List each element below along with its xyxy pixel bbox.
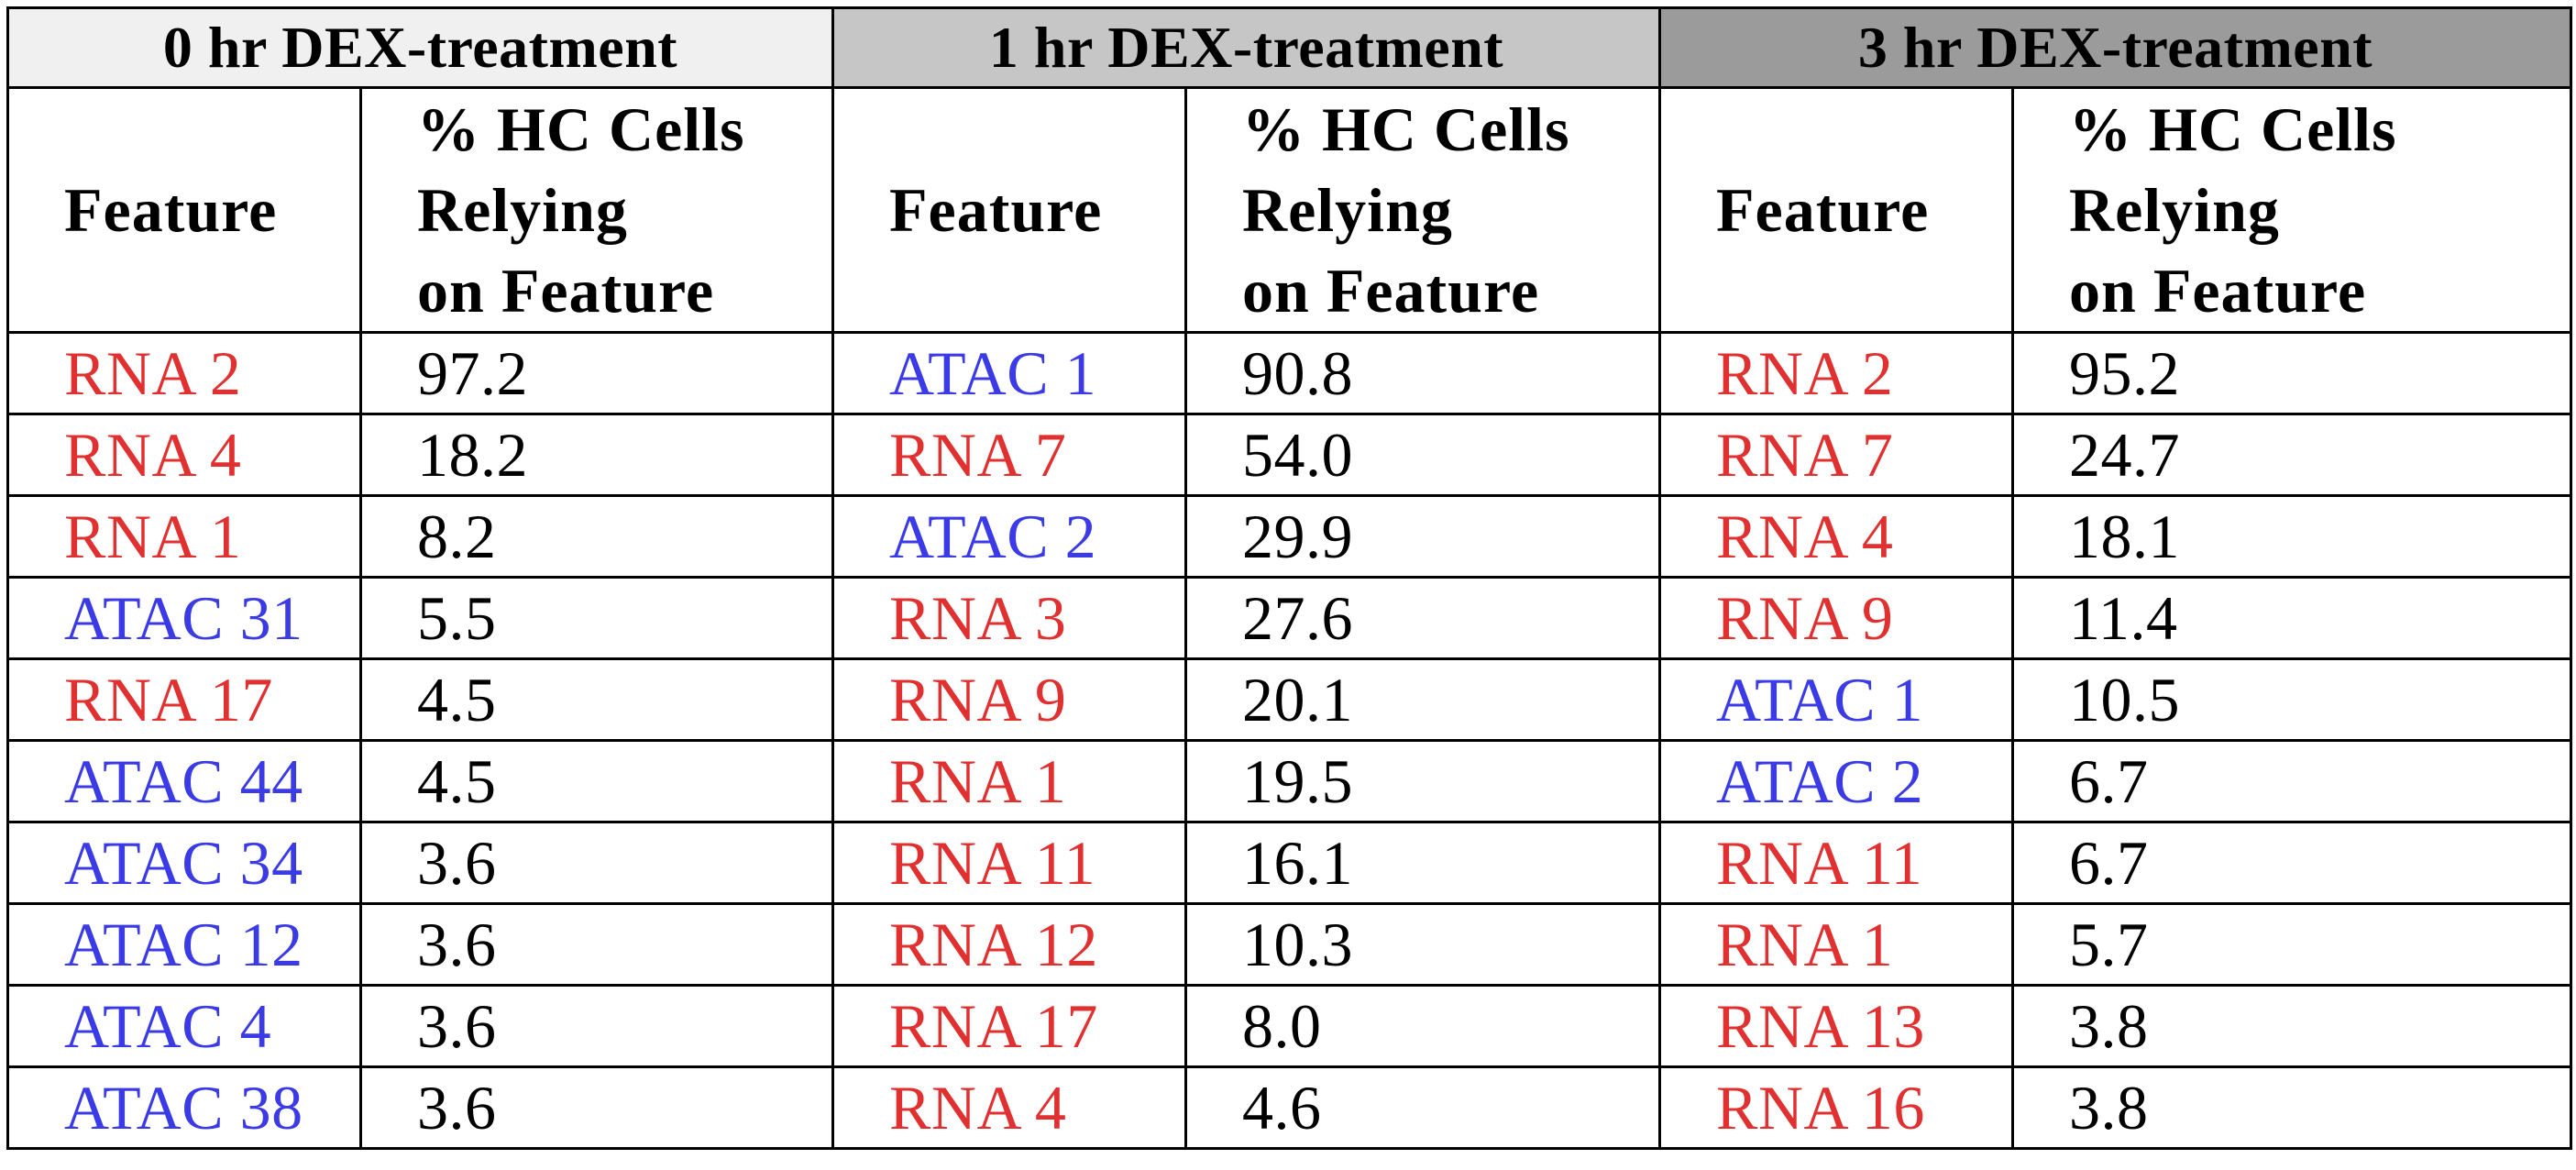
feature-table-container: 0 hr DEX-treatment 1 hr DEX-treatment 3 … [6, 6, 2572, 1150]
group-header-1hr: 1 hr DEX-treatment [831, 6, 1661, 89]
percent-value-cell: 8.2 [359, 494, 834, 579]
feature-cell: RNA 12 [831, 902, 1187, 987]
group-header-3hr: 3 hr DEX-treatment [1658, 6, 2572, 89]
percent-header-line: on Feature [2069, 256, 2367, 326]
percent-header-line: Relying [2069, 175, 2280, 245]
percent-value-cell: 3.6 [359, 984, 834, 1068]
percent-value-cell: 97.2 [359, 331, 834, 415]
feature-cell: RNA 1 [831, 739, 1187, 823]
table-row: ATAC 44 4.5 RNA 1 19.5 ATAC 2 6.7 [6, 739, 2572, 823]
feature-cell: RNA 9 [831, 657, 1187, 742]
percent-header-line: % HC Cells [1242, 94, 1570, 164]
percent-value-cell: 11.4 [2011, 576, 2572, 660]
percent-value-cell: 16.1 [1184, 821, 1661, 905]
table-row: RNA 2 97.2 ATAC 1 90.8 RNA 2 95.2 [6, 331, 2572, 415]
percent-value-cell: 3.8 [2011, 984, 2572, 1068]
group-header-0hr: 0 hr DEX-treatment [6, 6, 834, 89]
table-row: RNA 4 18.2 RNA 7 54.0 RNA 7 24.7 [6, 413, 2572, 497]
percent-value-cell: 54.0 [1184, 413, 1661, 497]
percent-value-cell: 90.8 [1184, 331, 1661, 415]
group-header-row: 0 hr DEX-treatment 1 hr DEX-treatment 3 … [6, 6, 2572, 89]
feature-cell: RNA 7 [831, 413, 1187, 497]
feature-cell: RNA 13 [1658, 984, 2014, 1068]
percent-value-cell: 3.6 [359, 1065, 834, 1150]
percent-value-cell: 5.5 [359, 576, 834, 660]
percent-header-line: on Feature [417, 256, 715, 326]
percent-value-cell: 5.7 [2011, 902, 2572, 987]
percent-value-cell: 95.2 [2011, 331, 2572, 415]
percent-header-line: % HC Cells [417, 94, 745, 164]
feature-cell: RNA 4 [6, 413, 362, 497]
table-row: ATAC 4 3.6 RNA 17 8.0 RNA 13 3.8 [6, 984, 2572, 1068]
feature-cell: ATAC 1 [831, 331, 1187, 415]
feature-cell: ATAC 44 [6, 739, 362, 823]
percent-value-cell: 10.5 [2011, 657, 2572, 742]
feature-cell: RNA 11 [1658, 821, 2014, 905]
percent-value-cell: 29.9 [1184, 494, 1661, 579]
feature-cell: RNA 4 [831, 1065, 1187, 1150]
percent-column-header: % HC Cells Relying on Feature [1184, 86, 1661, 334]
table-row: ATAC 12 3.6 RNA 12 10.3 RNA 1 5.7 [6, 902, 2572, 987]
percent-header-line: Relying [1242, 175, 1453, 245]
percent-column-header: % HC Cells Relying on Feature [2011, 86, 2572, 334]
feature-column-header: Feature [831, 86, 1187, 334]
percent-value-cell: 6.7 [2011, 739, 2572, 823]
percent-value-cell: 20.1 [1184, 657, 1661, 742]
feature-cell: RNA 3 [831, 576, 1187, 660]
percent-value-cell: 3.8 [2011, 1065, 2572, 1150]
table-row: ATAC 38 3.6 RNA 4 4.6 RNA 16 3.8 [6, 1065, 2572, 1150]
feature-cell: RNA 17 [6, 657, 362, 742]
feature-cell: RNA 2 [1658, 331, 2014, 415]
percent-value-cell: 27.6 [1184, 576, 1661, 660]
feature-cell: RNA 1 [6, 494, 362, 579]
percent-value-cell: 18.2 [359, 413, 834, 497]
feature-cell: RNA 16 [1658, 1065, 2014, 1150]
table-body: RNA 2 97.2 ATAC 1 90.8 RNA 2 95.2 RNA 4 18.2 RNA… [6, 331, 2572, 1150]
percent-value-cell: 10.3 [1184, 902, 1661, 987]
feature-cell: ATAC 12 [6, 902, 362, 987]
feature-cell: ATAC 38 [6, 1065, 362, 1150]
feature-cell: ATAC 34 [6, 821, 362, 905]
feature-cell: RNA 2 [6, 331, 362, 415]
table-row: ATAC 31 5.5 RNA 3 27.6 RNA 9 11.4 [6, 576, 2572, 660]
table-row: RNA 17 4.5 RNA 9 20.1 ATAC 1 10.5 [6, 657, 2572, 742]
percent-header-line: % HC Cells [2069, 94, 2397, 164]
percent-value-cell: 4.6 [1184, 1065, 1661, 1150]
table-row: ATAC 34 3.6 RNA 11 16.1 RNA 11 6.7 [6, 821, 2572, 905]
table-row: RNA 1 8.2 ATAC 2 29.9 RNA 4 18.1 [6, 494, 2572, 579]
percent-value-cell: 4.5 [359, 739, 834, 823]
percent-value-cell: 24.7 [2011, 413, 2572, 497]
feature-cell: RNA 1 [1658, 902, 2014, 987]
column-header-row: Feature % HC Cells Relying on Feature Fe… [6, 86, 2572, 334]
feature-cell: RNA 4 [1658, 494, 2014, 579]
percent-value-cell: 4.5 [359, 657, 834, 742]
percent-value-cell: 3.6 [359, 821, 834, 905]
percent-header-line: on Feature [1242, 256, 1540, 326]
feature-cell: ATAC 2 [1658, 739, 2014, 823]
feature-cell: RNA 9 [1658, 576, 2014, 660]
feature-cell: RNA 17 [831, 984, 1187, 1068]
percent-value-cell: 18.1 [2011, 494, 2572, 579]
percent-value-cell: 6.7 [2011, 821, 2572, 905]
feature-cell: RNA 11 [831, 821, 1187, 905]
percent-value-cell: 3.6 [359, 902, 834, 987]
percent-header-line: Relying [417, 175, 628, 245]
dex-treatment-feature-table: 0 hr DEX-treatment 1 hr DEX-treatment 3 … [6, 6, 2572, 1150]
percent-column-header: % HC Cells Relying on Feature [359, 86, 834, 334]
feature-cell: ATAC 31 [6, 576, 362, 660]
feature-column-header: Feature [1658, 86, 2014, 334]
percent-value-cell: 19.5 [1184, 739, 1661, 823]
feature-cell: ATAC 1 [1658, 657, 2014, 742]
feature-cell: ATAC 4 [6, 984, 362, 1068]
percent-value-cell: 8.0 [1184, 984, 1661, 1068]
feature-cell: ATAC 2 [831, 494, 1187, 579]
feature-column-header: Feature [6, 86, 362, 334]
feature-cell: RNA 7 [1658, 413, 2014, 497]
